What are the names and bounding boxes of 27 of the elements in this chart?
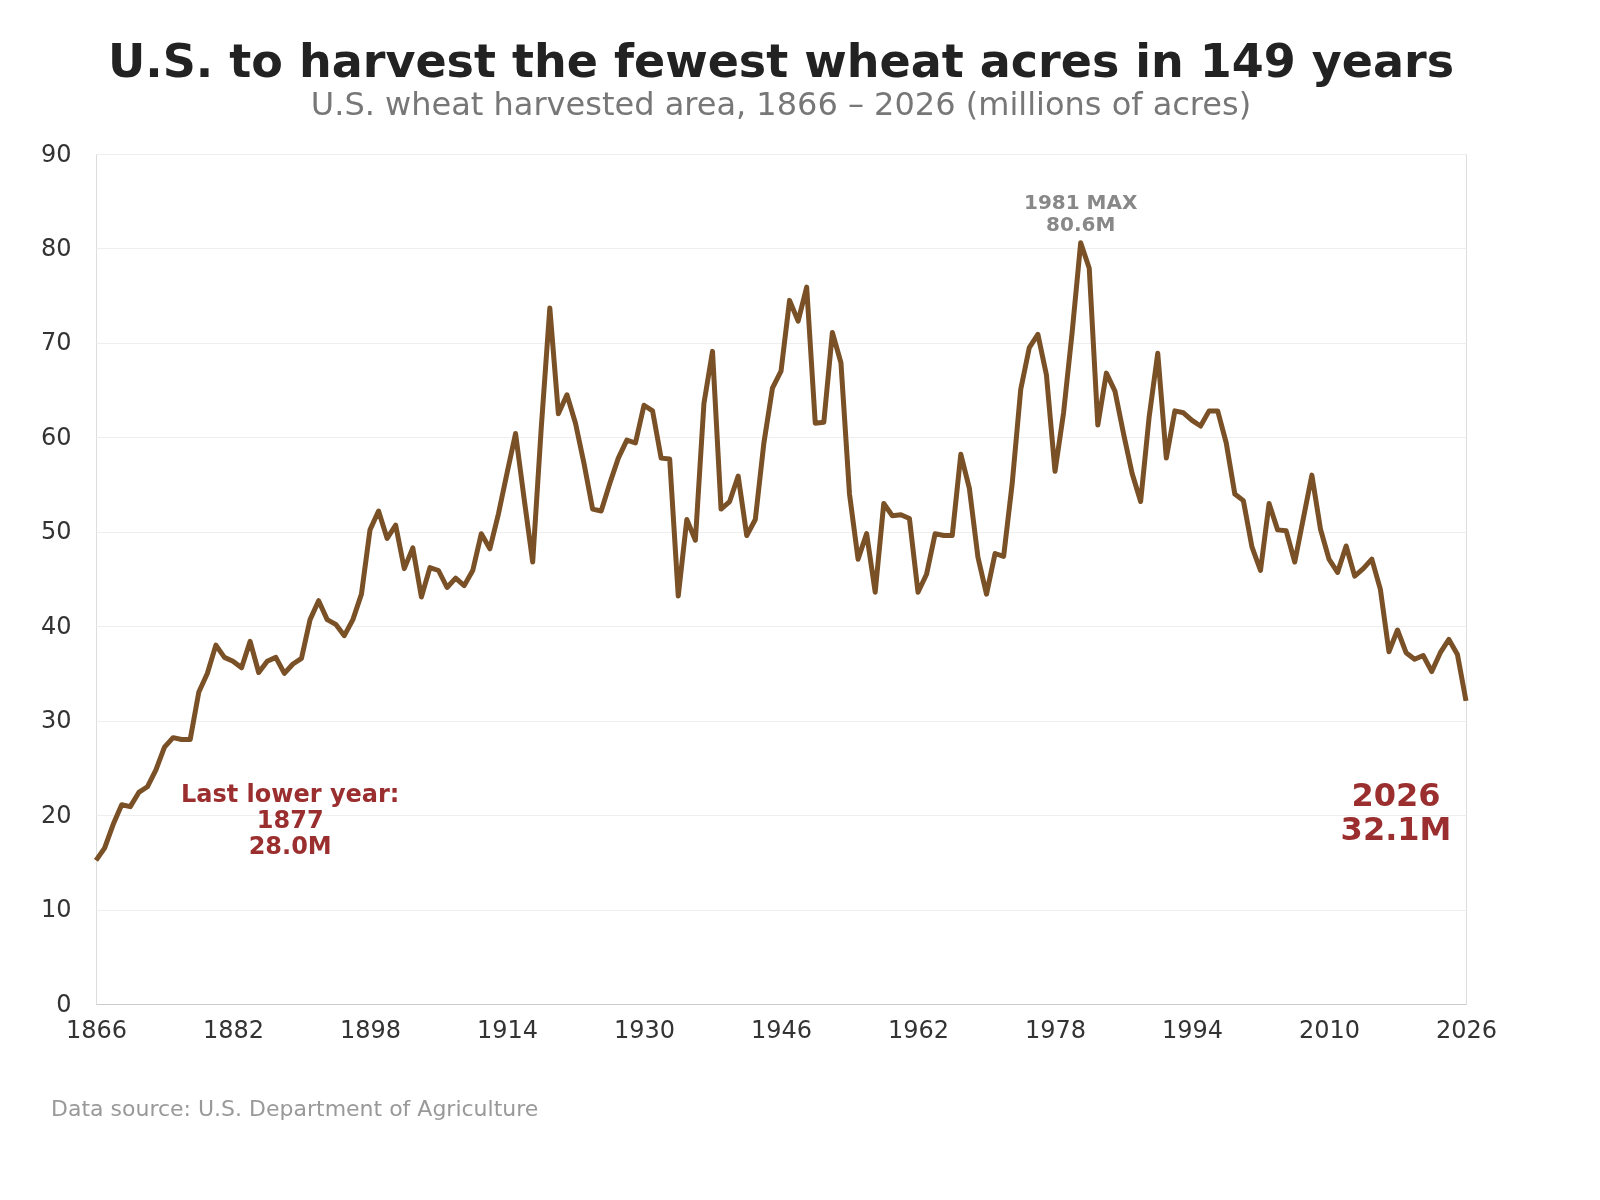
y-tick-label: 20 — [40, 800, 72, 829]
x-tick-label: 1930 — [613, 1015, 676, 1044]
x-tick-label: 1882 — [202, 1015, 265, 1044]
y-tick-label: 10 — [40, 895, 72, 924]
x-tick-label: 1962 — [887, 1015, 950, 1044]
y-tick-label: 0 — [56, 989, 72, 1018]
x-tick-label: 2026 — [1435, 1015, 1498, 1044]
x-tick-label: 1898 — [339, 1015, 402, 1044]
y-tick-label: 80 — [40, 233, 72, 262]
annotation: 1981 MAX 80.6M — [1023, 189, 1138, 236]
x-tick-label: 1946 — [750, 1015, 813, 1044]
source-note: Data source: U.S. Department of Agriculture — [51, 1096, 539, 1121]
x-tick-label: 1978 — [1024, 1015, 1087, 1044]
annotation: Last lower year: 1877 28.0M — [180, 779, 400, 860]
y-tick-label: 60 — [40, 422, 72, 451]
chart-title: U.S. to harvest the fewest wheat acres in 149 years — [107, 34, 1455, 88]
chart-subtitle: U.S. wheat harvested area, 1866 – 2026 (millions of acres) — [310, 85, 1252, 123]
x-tick-label: 1866 — [65, 1015, 128, 1044]
x-tick-label: 1994 — [1161, 1015, 1224, 1044]
y-tick-label: 30 — [40, 706, 72, 735]
y-tick-label: 50 — [40, 517, 72, 546]
annotation: 2026 32.1M — [1340, 775, 1452, 848]
y-tick-label: 70 — [40, 328, 72, 357]
x-tick-label: 2010 — [1298, 1015, 1361, 1044]
x-tick-label: 1914 — [476, 1015, 539, 1044]
y-tick-label: 40 — [40, 611, 72, 640]
y-tick-label: 90 — [40, 139, 72, 168]
